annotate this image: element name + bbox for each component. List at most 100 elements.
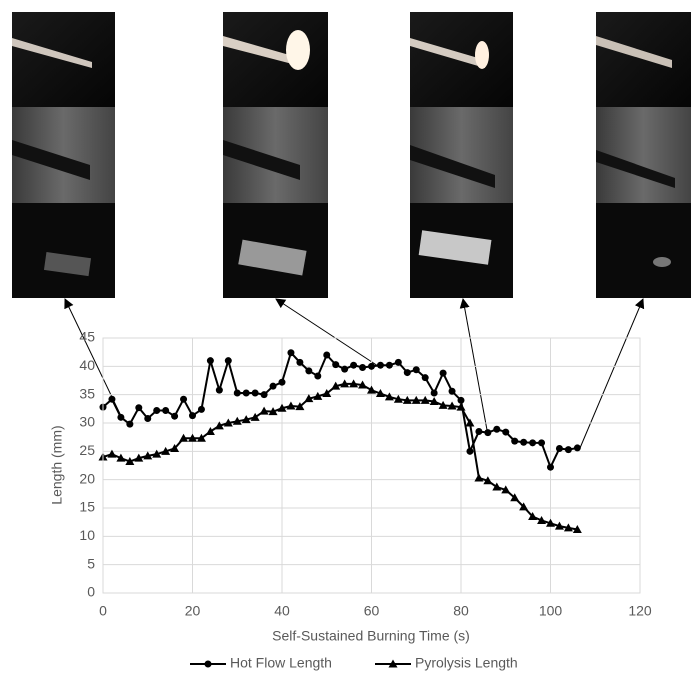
point (189, 412, 196, 420)
x-tick-label: 120 (628, 603, 652, 619)
point (331, 381, 341, 390)
photo-3 (410, 12, 513, 298)
y-tick-label: 25 (79, 442, 95, 458)
point (313, 391, 323, 400)
point (430, 389, 438, 397)
y-axis-label: Length (mm) (49, 425, 65, 504)
point (224, 357, 232, 365)
point (180, 395, 188, 403)
point (135, 404, 143, 412)
photo-2 (223, 12, 328, 298)
photo-1 (12, 12, 115, 298)
point (402, 395, 412, 404)
point (251, 389, 259, 397)
point (563, 523, 573, 532)
y-tick-label: 40 (79, 357, 95, 373)
point (359, 363, 367, 371)
x-tick-label: 0 (99, 603, 107, 619)
x-axis-label: Self-Sustained Burning Time (s) (272, 628, 470, 644)
point (412, 366, 420, 374)
point (296, 358, 304, 366)
point (170, 444, 180, 452)
point (161, 446, 171, 455)
point (196, 433, 206, 442)
point (322, 389, 332, 398)
point (520, 438, 528, 446)
point (501, 485, 511, 494)
point (554, 521, 564, 530)
point (411, 395, 421, 404)
y-tick-label: 0 (87, 584, 95, 600)
photo-4 (596, 12, 691, 298)
point (403, 369, 411, 377)
point (144, 414, 152, 422)
point (241, 415, 251, 424)
point (394, 358, 402, 366)
point (502, 428, 510, 436)
point (143, 451, 153, 460)
arrows (64, 298, 645, 449)
point (457, 396, 465, 404)
point (341, 365, 349, 373)
y-tick-label: 15 (79, 499, 95, 515)
point (116, 453, 126, 462)
point (233, 389, 241, 397)
point (295, 402, 305, 411)
point (268, 407, 278, 416)
point (466, 447, 474, 455)
point (511, 437, 519, 445)
point (250, 412, 260, 421)
point (314, 372, 322, 380)
legend-label: Hot Flow Length (230, 655, 332, 671)
photo-panels (12, 12, 691, 298)
y-tick-label: 5 (87, 555, 95, 571)
point (483, 476, 493, 485)
point (368, 362, 375, 370)
point (358, 380, 368, 389)
x-tick-label: 100 (539, 603, 563, 619)
point (547, 463, 554, 471)
point (223, 418, 233, 427)
point (126, 420, 134, 428)
arrow (459, 298, 488, 431)
legend-label: Pyrolysis Length (415, 655, 518, 671)
point (286, 401, 296, 410)
point (393, 394, 403, 403)
point (232, 416, 242, 425)
point (323, 351, 331, 359)
point (349, 379, 359, 388)
point (162, 407, 170, 415)
point (197, 405, 205, 413)
point (375, 389, 385, 398)
point (171, 412, 179, 420)
point (107, 449, 117, 458)
point (305, 367, 313, 375)
point (376, 361, 384, 369)
point (188, 433, 197, 442)
point (206, 357, 214, 365)
point (438, 400, 448, 409)
point (528, 512, 538, 520)
point (242, 389, 250, 397)
point (332, 361, 340, 369)
point (573, 444, 581, 452)
point (475, 428, 483, 435)
point (384, 392, 394, 401)
arrow (579, 298, 645, 449)
point (214, 421, 224, 430)
point (117, 413, 125, 421)
plot-border (102, 337, 641, 594)
point (572, 525, 582, 534)
point (125, 457, 135, 466)
point (269, 382, 277, 390)
point (519, 502, 529, 511)
point (215, 386, 223, 394)
point (492, 482, 502, 491)
point (367, 385, 376, 394)
x-tick-label: 60 (364, 603, 380, 619)
point (152, 449, 162, 458)
point (474, 473, 484, 482)
x-tick-label: 20 (185, 603, 201, 619)
point (205, 427, 215, 435)
